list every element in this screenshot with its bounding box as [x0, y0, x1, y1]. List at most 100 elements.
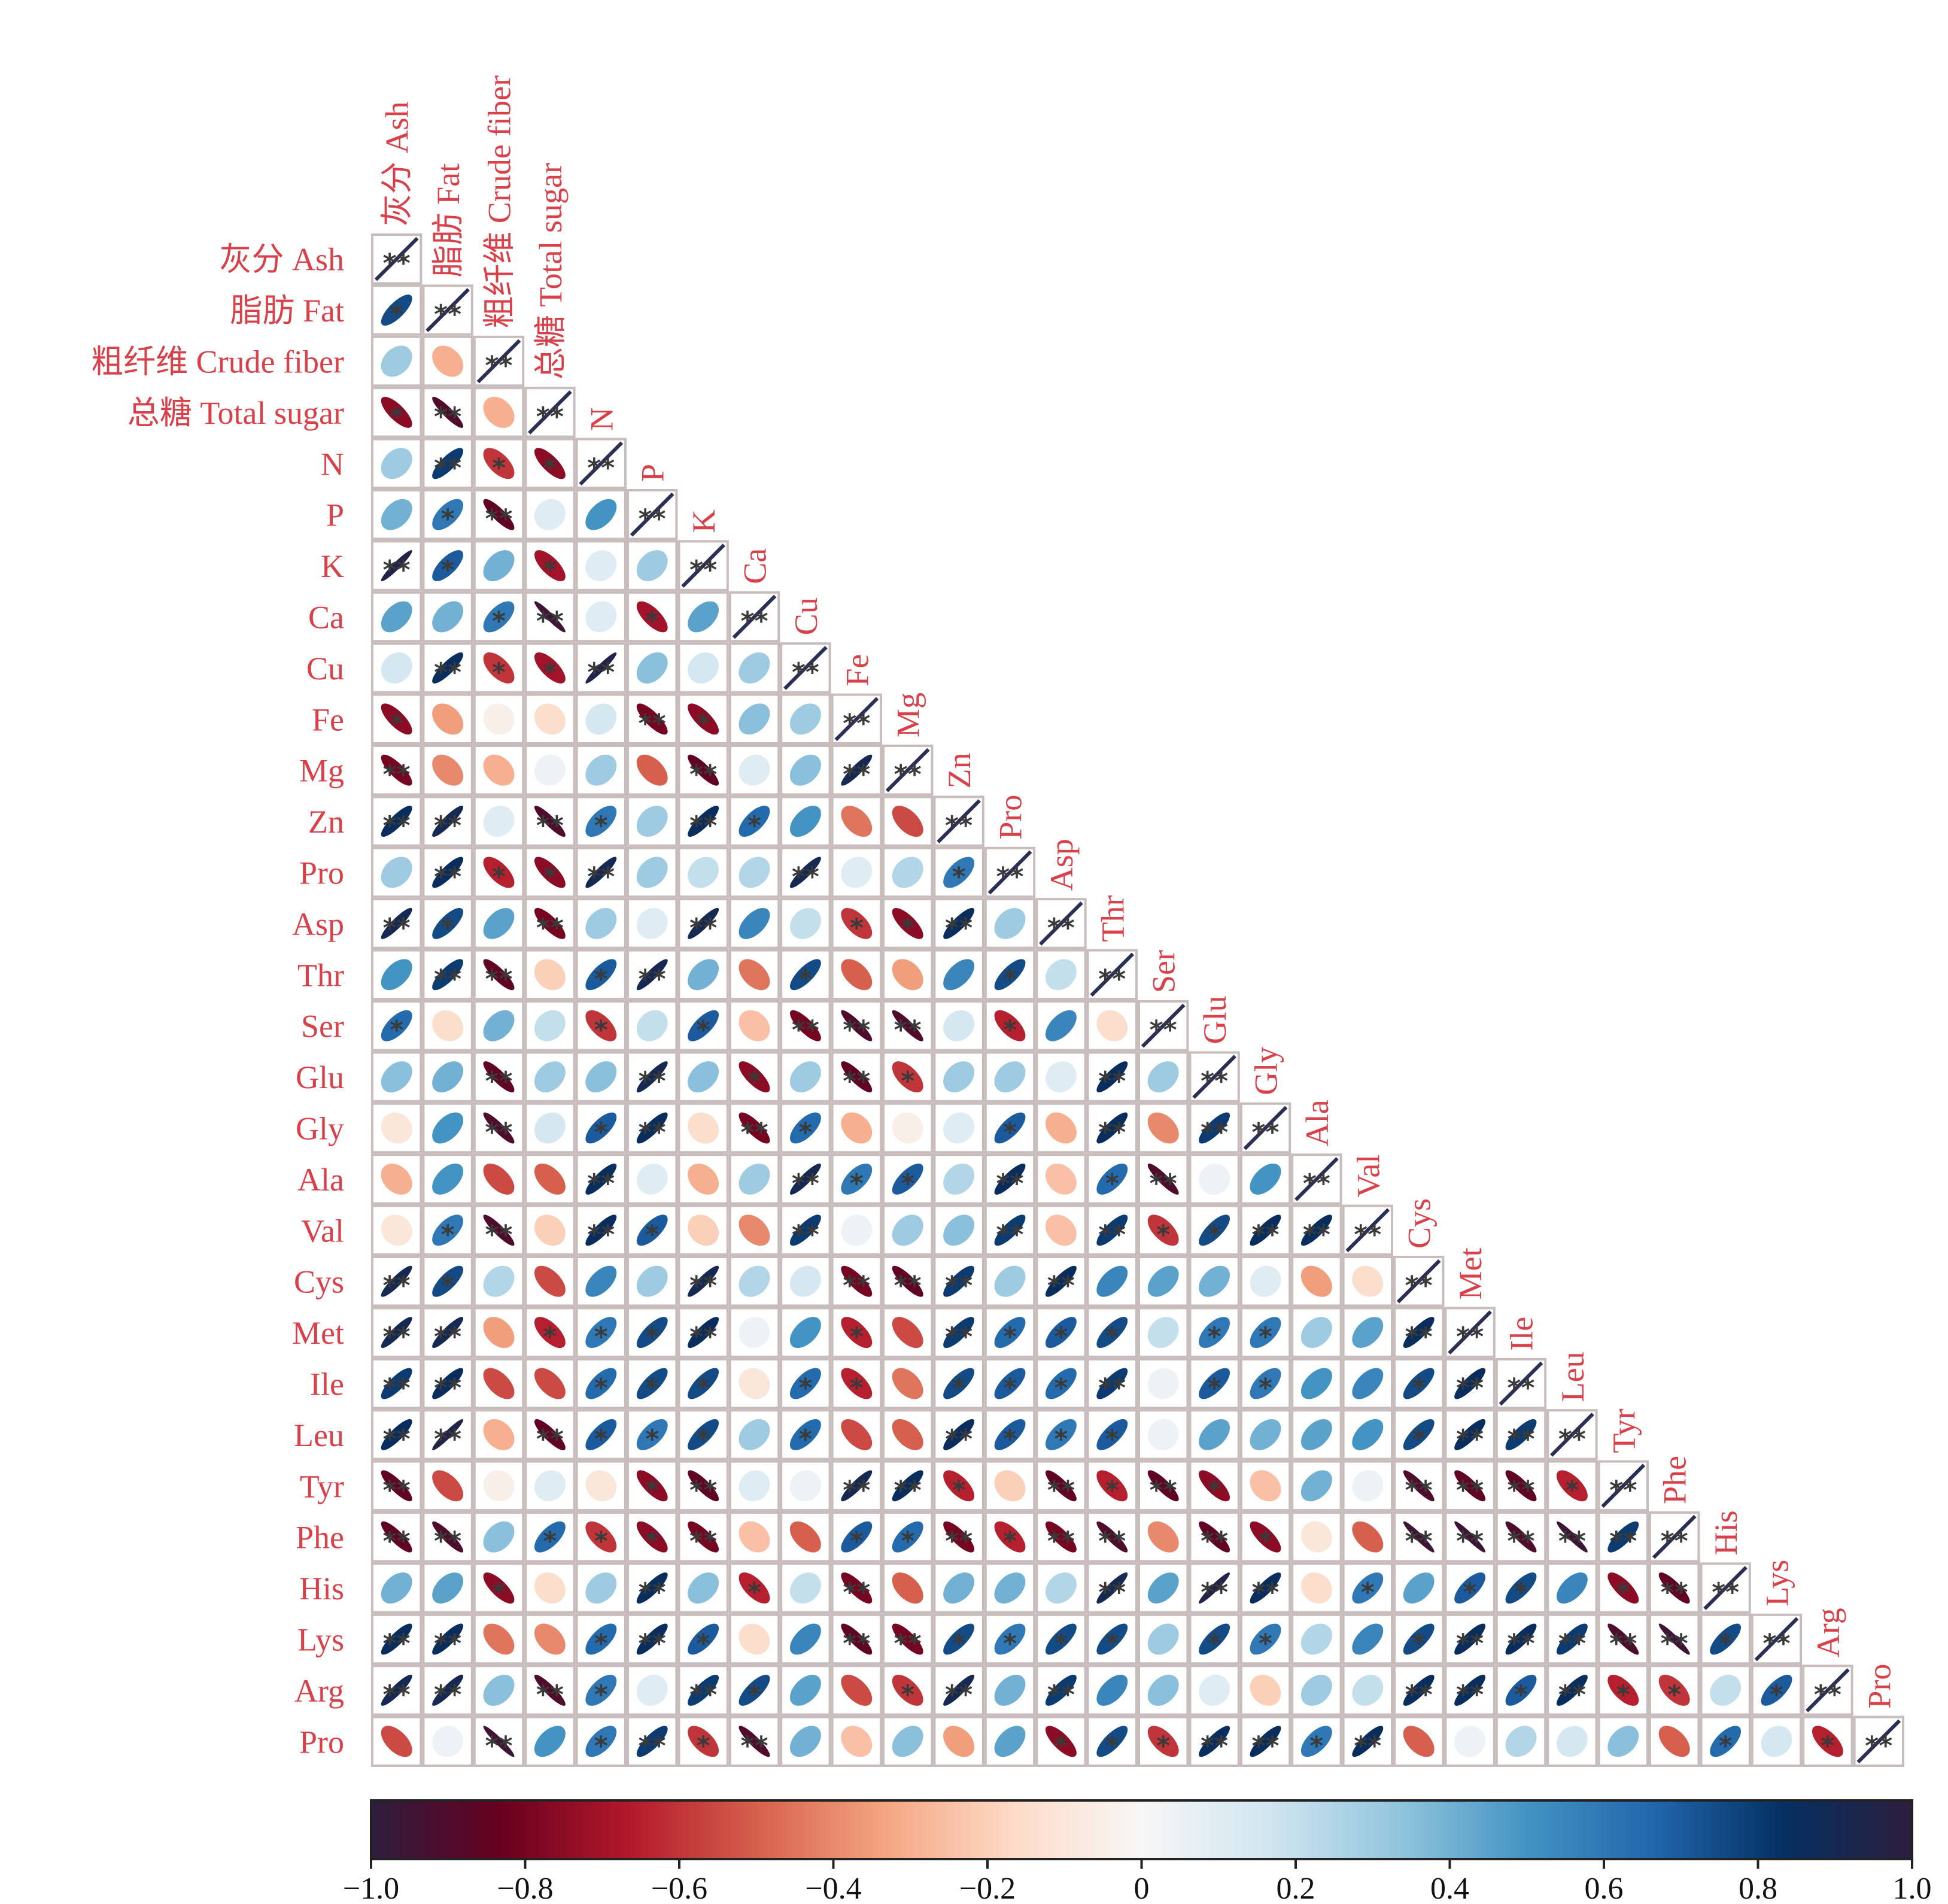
row-label: Val	[301, 1213, 344, 1249]
correlation-cell: **	[371, 1511, 423, 1563]
correlation-cell	[1189, 1409, 1240, 1460]
significance-marker: **	[689, 1680, 717, 1710]
correlation-cell: *	[524, 438, 576, 489]
correlation-ellipse	[534, 754, 566, 786]
correlation-cell	[984, 1665, 1036, 1716]
correlation-ellipse	[636, 1214, 668, 1246]
correlation-cell	[473, 540, 525, 591]
significance-marker: *	[1412, 1373, 1426, 1404]
correlation-cell	[371, 591, 423, 643]
significance-marker: **	[485, 504, 512, 535]
significance-marker: **	[945, 1424, 973, 1454]
row-label: Gly	[296, 1111, 344, 1147]
row-label: Zn	[308, 804, 344, 840]
correlation-cell	[524, 1000, 576, 1052]
correlation-cell: **	[371, 233, 423, 285]
column-label: Mg	[891, 693, 926, 737]
correlation-cell: *	[575, 1409, 627, 1460]
significance-marker: *	[697, 1424, 710, 1454]
correlation-ellipse	[585, 1265, 617, 1297]
correlation-cell	[831, 846, 882, 898]
correlation-cell	[831, 1102, 882, 1154]
correlation-cell: *	[524, 1307, 576, 1358]
cell-frame	[831, 1562, 882, 1614]
cell-frame	[371, 846, 423, 898]
correlation-ellipse	[994, 1061, 1026, 1093]
correlation-ellipse	[1710, 1726, 1742, 1757]
significance-marker: **	[689, 760, 717, 790]
correlation-ellipse	[892, 907, 923, 939]
correlation-cell	[422, 591, 473, 643]
significance-marker: *	[1309, 1730, 1323, 1761]
correlation-cell	[984, 1562, 1036, 1614]
correlation-ellipse	[534, 1726, 566, 1757]
correlation-ellipse	[534, 601, 566, 633]
correlation-cell: **	[1291, 1204, 1342, 1256]
cell-frame	[524, 1204, 576, 1256]
correlation-ellipse	[636, 1726, 668, 1757]
row-label: 脂肪 Fat	[230, 293, 344, 329]
correlation-cell: **	[933, 1307, 984, 1358]
correlation-cell: *	[1035, 1715, 1087, 1768]
colorbar-tick-label: 0.4	[1430, 1872, 1469, 1904]
correlation-ellipse	[1454, 1572, 1486, 1604]
correlation-ellipse	[381, 601, 412, 633]
correlation-cell: **	[1597, 1460, 1649, 1512]
correlation-cell: **	[371, 1307, 423, 1358]
correlation-ellipse	[1147, 1368, 1179, 1399]
significance-marker: **	[843, 708, 870, 739]
cell-frame	[1086, 1562, 1138, 1614]
diagonal-line	[579, 441, 624, 486]
correlation-cell: **	[1086, 1102, 1138, 1154]
correlation-ellipse	[1505, 1419, 1537, 1450]
correlation-cell	[1342, 1511, 1394, 1563]
correlation-ellipse	[841, 806, 873, 837]
correlation-cell	[1239, 1409, 1291, 1460]
correlation-cell	[728, 1460, 780, 1512]
correlation-cell: **	[1239, 1102, 1291, 1154]
correlation-cell: **	[422, 1665, 473, 1716]
correlation-ellipse	[1045, 1061, 1077, 1093]
correlation-cell	[371, 846, 423, 898]
row-label: 总糖 Total sugar	[127, 395, 344, 431]
correlation-ellipse	[534, 1572, 566, 1604]
diagonal-line	[1141, 1003, 1186, 1048]
correlation-ellipse	[1199, 1214, 1230, 1246]
correlation-ellipse	[688, 1623, 719, 1655]
correlation-ellipse	[534, 907, 566, 939]
correlation-cell	[831, 1665, 882, 1716]
correlation-ellipse	[534, 1214, 566, 1246]
correlation-cell	[831, 1204, 882, 1256]
row-label: Cys	[294, 1264, 344, 1300]
significance-marker: **	[740, 606, 768, 637]
significance-marker: **	[485, 351, 512, 381]
significance-marker: **	[536, 1424, 564, 1454]
correlation-cell	[677, 591, 729, 643]
diagonal-line	[1806, 1668, 1850, 1712]
correlation-cell	[371, 335, 423, 387]
correlation-ellipse	[688, 1572, 719, 1604]
correlation-cell: **	[1649, 1562, 1700, 1614]
correlation-ellipse	[483, 1061, 515, 1093]
significance-marker: **	[894, 1629, 922, 1659]
correlation-ellipse	[534, 857, 566, 888]
correlation-cell: *	[371, 693, 423, 745]
correlation-cell	[728, 1511, 780, 1563]
correlation-cell	[882, 1715, 934, 1768]
correlation-ellipse	[1658, 1623, 1690, 1655]
correlation-ellipse	[688, 857, 719, 888]
correlation-ellipse	[841, 1265, 873, 1297]
correlation-ellipse	[1250, 1674, 1281, 1706]
correlation-cell: *	[933, 1460, 984, 1512]
correlation-cell: **	[728, 591, 780, 643]
correlation-cell: **	[882, 1613, 934, 1665]
correlation-ellipse	[636, 652, 668, 684]
correlation-cell	[1239, 1256, 1291, 1307]
correlation-cell: **	[1393, 1256, 1445, 1307]
correlation-cell	[627, 642, 678, 694]
significance-marker: **	[843, 1015, 870, 1046]
correlation-ellipse	[432, 1470, 464, 1502]
correlation-ellipse	[381, 652, 412, 684]
correlation-ellipse	[1454, 1726, 1486, 1757]
row-label: His	[299, 1571, 344, 1607]
